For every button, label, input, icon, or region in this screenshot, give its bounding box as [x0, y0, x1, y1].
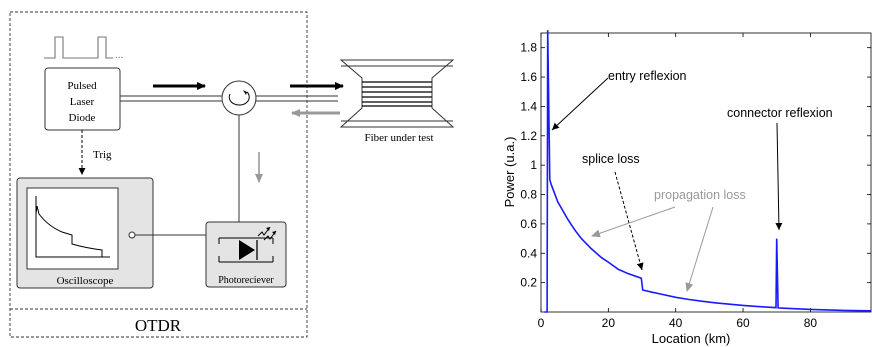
laser-label-line2: Laser	[70, 96, 95, 108]
otdr-frame	[9, 11, 308, 338]
x-tick-label: 0	[538, 316, 545, 330]
y-tick-label: 0.2	[520, 276, 537, 290]
photoreceiver-label: Photoreciever	[218, 275, 274, 286]
entry-reflexion-arrow	[551, 77, 609, 131]
oscilloscope-input-jack	[128, 231, 136, 239]
y-tick-label: 0.4	[520, 246, 537, 260]
oscilloscope-trace	[35, 196, 110, 258]
laser-label-line3: Diode	[69, 112, 96, 124]
circulator-rotation-icon	[228, 91, 250, 106]
x-axis-label: Location (km)	[652, 331, 731, 346]
y-axis-ticks: 0.2 0.4 0.6 0.8 1 1.2 1.4 1.6 1.8	[520, 41, 871, 290]
connector-reflexion-arrow	[775, 122, 783, 231]
y-tick-label: 1.8	[520, 41, 537, 55]
oscilloscope-screen	[26, 187, 119, 270]
splice-loss-arrow	[614, 171, 644, 271]
y-tick-label: 0.8	[520, 188, 537, 202]
propagation-loss-arrow-2	[685, 206, 714, 292]
pulse-trail: ...	[115, 49, 124, 61]
photodiode-icon	[218, 226, 277, 263]
laser-label-line1: Pulsed	[67, 80, 97, 92]
x-tick-label: 80	[804, 316, 818, 330]
propagation-loss-arrow-1	[591, 206, 676, 238]
connector-reflexion-label: connector reflexion	[727, 106, 833, 120]
fiber-under-test-label: Fiber under test	[364, 132, 433, 144]
y-axis-label: Power (u.a.)	[502, 137, 517, 208]
splice-loss-label: splice loss	[582, 152, 640, 166]
y-tick-label: 1.2	[520, 129, 537, 143]
y-tick-label: 1	[530, 158, 537, 172]
otdr-diagram: OTDR ... Pulsed Laser Diode	[9, 11, 455, 338]
fiber-spool-icon	[339, 59, 455, 128]
propagation-loss-label: propagation loss	[654, 188, 746, 202]
otdr-trace-line	[544, 30, 872, 313]
plot-area	[540, 32, 872, 313]
x-tick-label: 20	[602, 316, 616, 330]
circulator-icon	[221, 80, 257, 116]
x-tick-label: 60	[736, 316, 750, 330]
y-tick-label: 1.4	[520, 99, 537, 113]
y-tick-label: 0.6	[520, 217, 537, 231]
otdr-label: OTDR	[135, 316, 182, 335]
entry-reflexion-label: entry reflexion	[608, 69, 687, 83]
trig-label: Trig	[93, 149, 112, 161]
otdr-chart: 0.2 0.4 0.6 0.8 1 1.2 1.4 1.6 1.8 0 20 40 60 80 Powe…	[502, 30, 872, 346]
y-tick-label: 1.6	[520, 70, 537, 84]
pulse-train-icon	[44, 36, 113, 59]
x-axis-ticks: 0 20 40 60 80	[538, 33, 818, 330]
x-tick-label: 40	[669, 316, 683, 330]
oscilloscope-label: Oscilloscope	[57, 275, 114, 287]
